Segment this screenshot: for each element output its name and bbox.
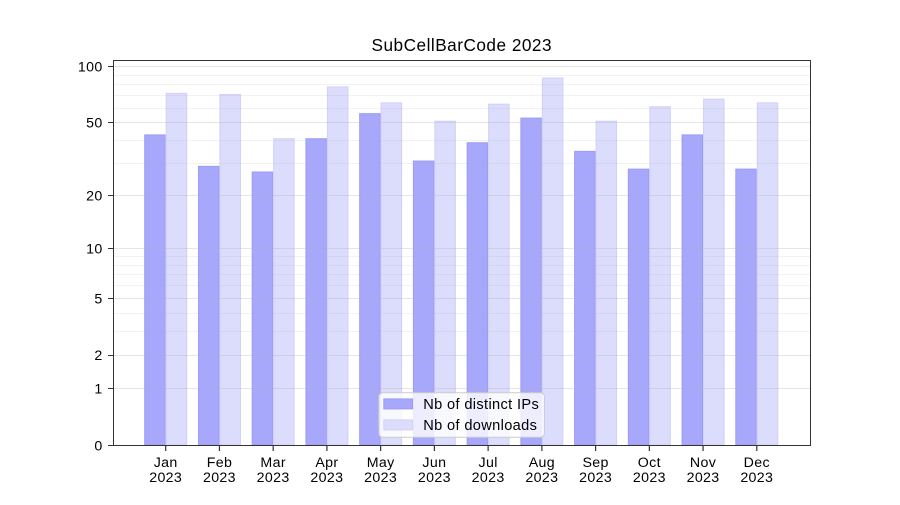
svg-text:2023: 2023 [310, 470, 343, 486]
svg-text:1: 1 [94, 382, 102, 398]
svg-text:2023: 2023 [525, 470, 558, 486]
svg-text:Aug: Aug [529, 455, 555, 471]
svg-text:2023: 2023 [633, 470, 666, 486]
svg-text:5: 5 [94, 291, 102, 307]
svg-text:2: 2 [94, 348, 102, 364]
svg-text:Feb: Feb [207, 455, 233, 471]
svg-text:2023: 2023 [203, 470, 236, 486]
svg-text:100: 100 [78, 60, 103, 76]
svg-text:Dec: Dec [744, 455, 770, 471]
svg-text:10: 10 [86, 242, 102, 258]
svg-text:20: 20 [86, 189, 102, 205]
svg-text:Jan: Jan [154, 455, 178, 471]
svg-text:2023: 2023 [472, 470, 505, 486]
svg-text:50: 50 [86, 116, 102, 132]
svg-text:2023: 2023 [149, 470, 182, 486]
svg-text:2023: 2023 [418, 470, 451, 486]
svg-text:Apr: Apr [315, 455, 338, 471]
svg-text:2023: 2023 [579, 470, 612, 486]
svg-text:2023: 2023 [364, 470, 397, 486]
svg-text:Nov: Nov [690, 455, 717, 471]
svg-text:2023: 2023 [687, 470, 720, 486]
svg-text:Nb of distinct IPs: Nb of distinct IPs [423, 397, 539, 413]
svg-text:Sep: Sep [582, 455, 608, 471]
svg-text:Nb of downloads: Nb of downloads [423, 418, 537, 434]
svg-text:Oct: Oct [638, 455, 661, 471]
svg-text:Jun: Jun [422, 455, 446, 471]
svg-text:2023: 2023 [740, 470, 773, 486]
svg-text:SubCellBarCode 2023: SubCellBarCode 2023 [372, 35, 553, 55]
svg-text:May: May [367, 455, 395, 471]
svg-text:Mar: Mar [260, 455, 285, 471]
svg-text:0: 0 [94, 438, 102, 454]
svg-text:Jul: Jul [479, 455, 498, 471]
svg-text:2023: 2023 [257, 470, 290, 486]
